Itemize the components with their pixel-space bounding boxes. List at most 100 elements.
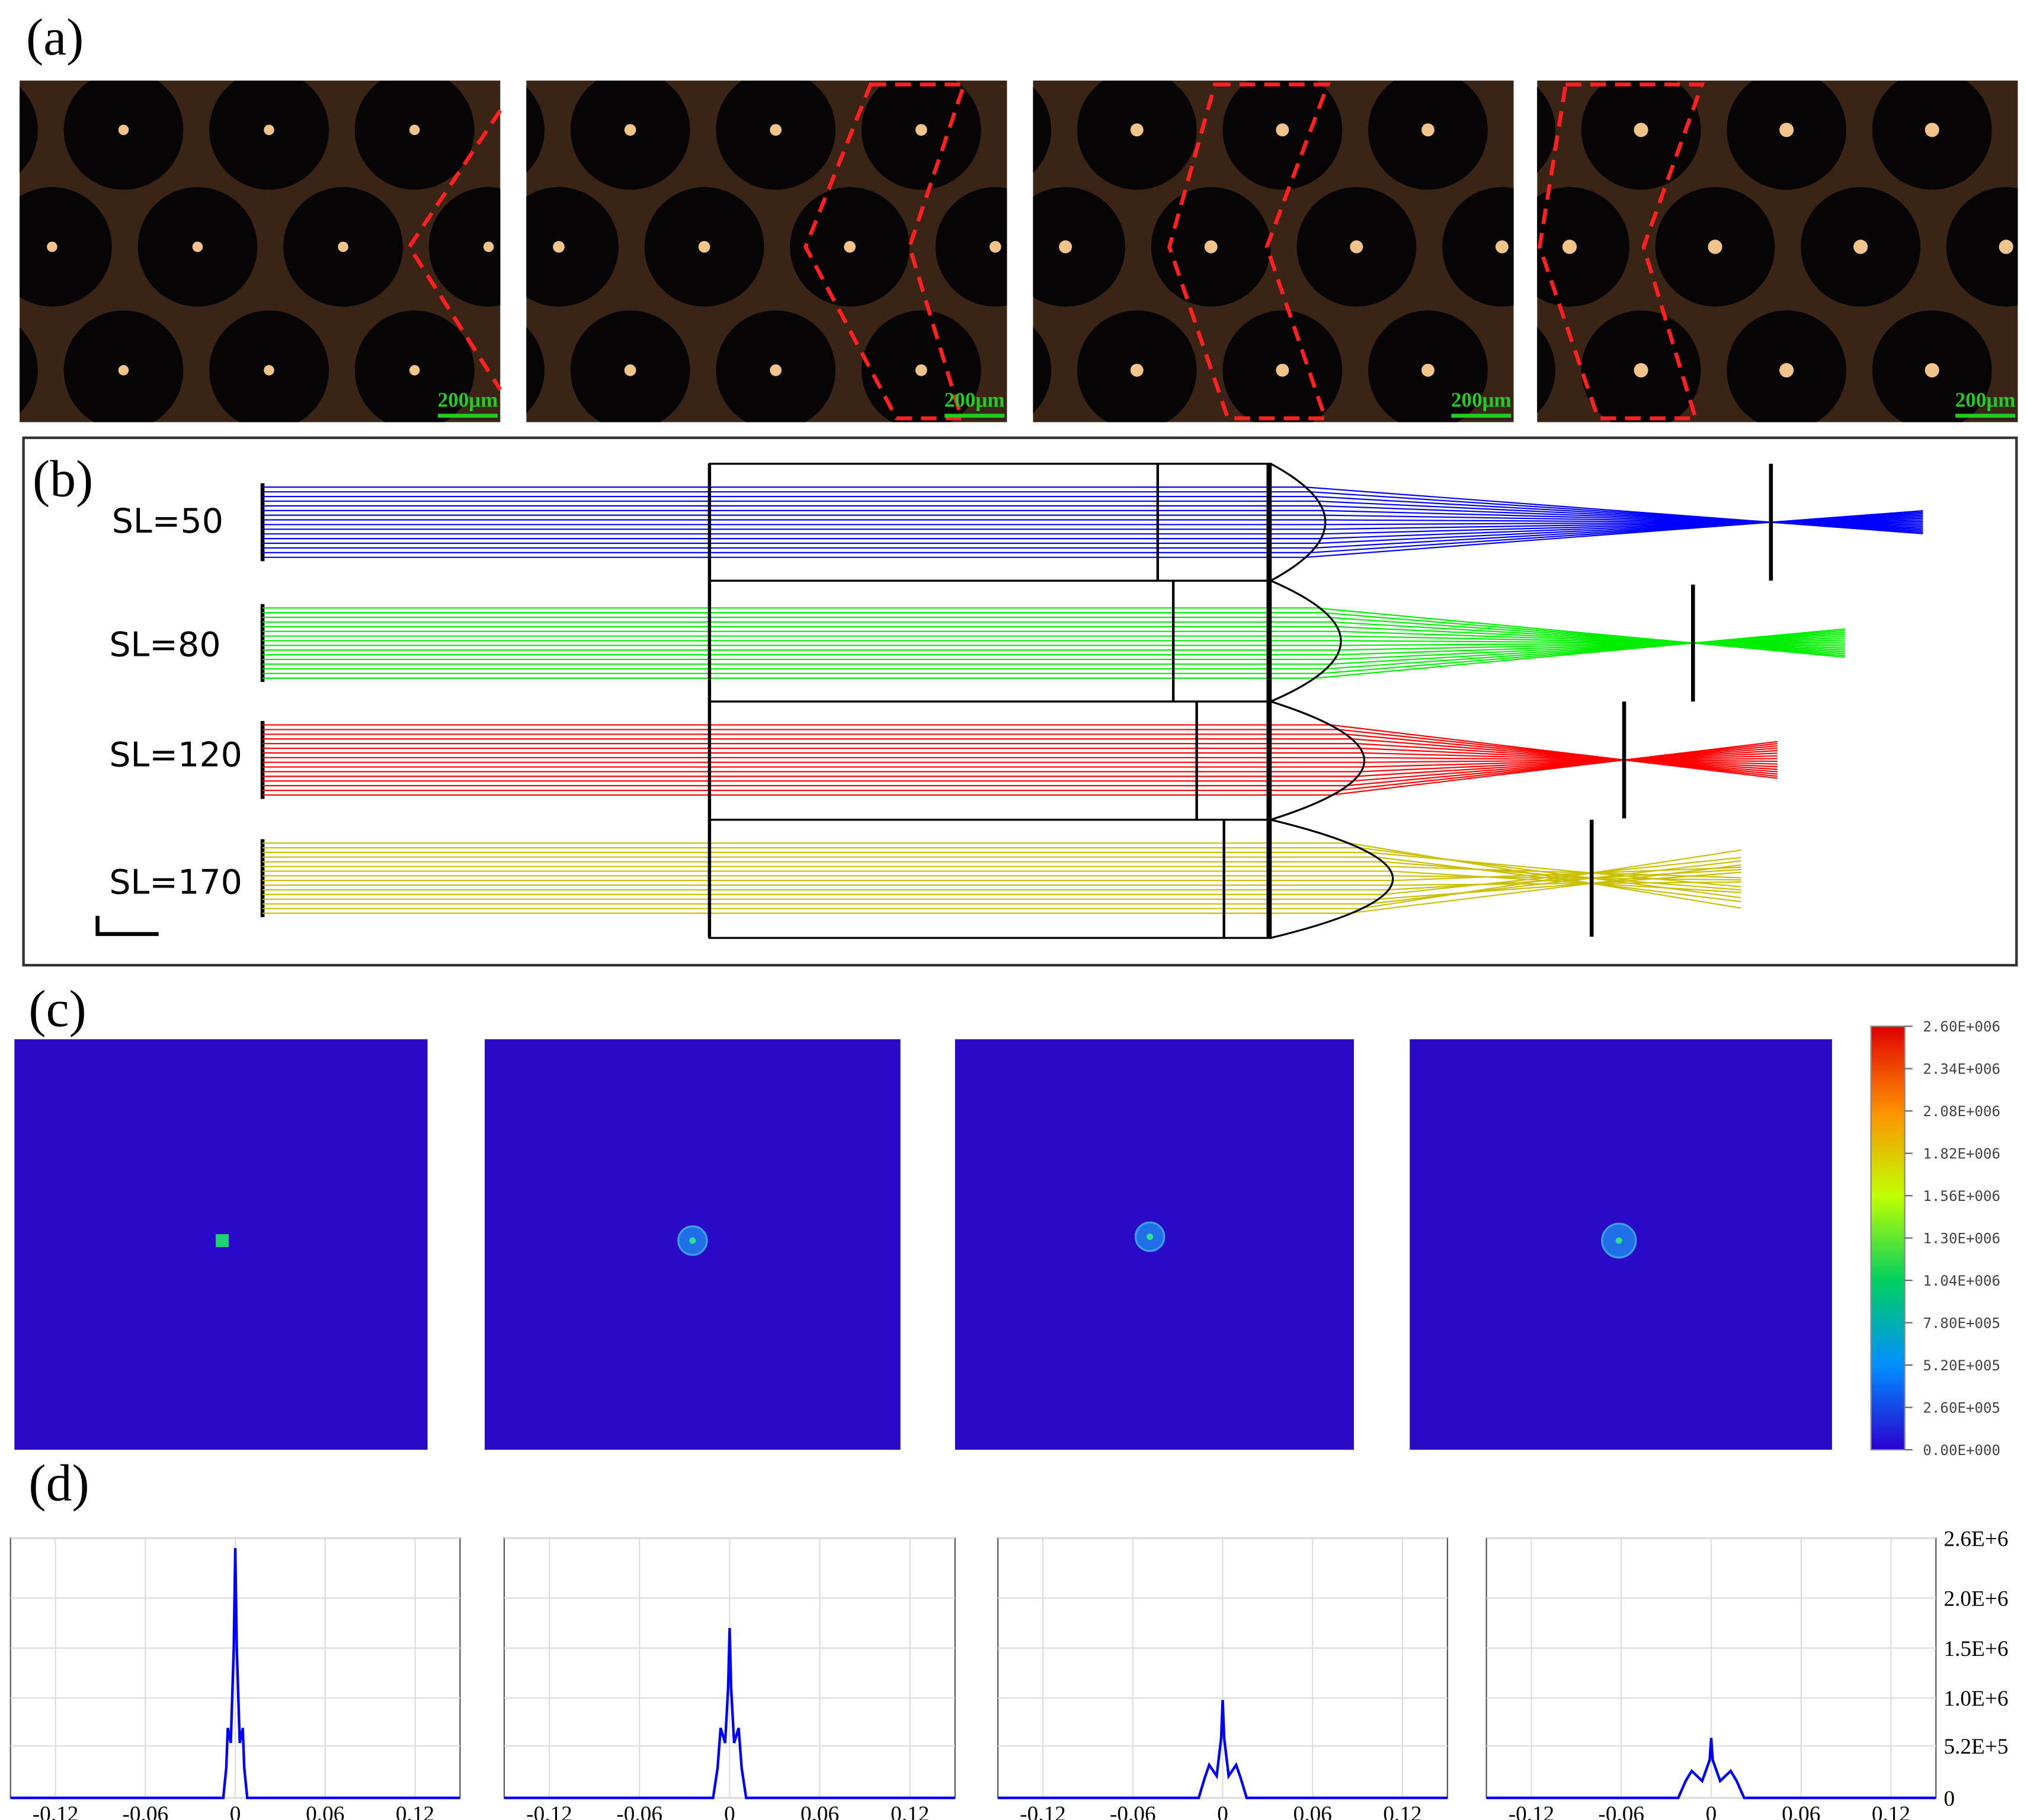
focal-spot xyxy=(698,241,710,253)
focal-spot xyxy=(1421,363,1434,377)
panel-label: (b) xyxy=(33,450,93,508)
x-tick-label: -0.06 xyxy=(123,1802,169,1820)
focal-spot xyxy=(915,364,927,376)
focal-spot xyxy=(1350,240,1363,254)
ray xyxy=(1392,866,1741,882)
ray xyxy=(1331,621,1845,653)
x-tick-label: 0.12 xyxy=(891,1802,929,1820)
axis-glyph xyxy=(95,915,159,936)
profile xyxy=(1486,1738,1936,1799)
x-tick-label: -0.06 xyxy=(1110,1802,1156,1820)
ray xyxy=(1392,875,1741,881)
focal-spot xyxy=(1708,239,1722,254)
microlens xyxy=(1442,187,1514,307)
ray xyxy=(1357,749,1778,777)
colorbar-label: 1.30E+006 xyxy=(1923,1230,2000,1247)
focal-spot xyxy=(1634,363,1648,377)
micrograph xyxy=(526,80,1007,422)
y-tick-label: 2.0E+6 xyxy=(1943,1587,2008,1611)
lens-surface xyxy=(1270,819,1394,939)
ray xyxy=(1338,729,1778,777)
focal-spot xyxy=(1779,363,1794,377)
focal-spot xyxy=(409,365,420,376)
ray xyxy=(1327,616,1845,655)
ray xyxy=(1330,741,1778,796)
microlens xyxy=(1033,86,1052,173)
x-tick-label: 0.12 xyxy=(396,1802,434,1820)
microlens xyxy=(1033,327,1052,414)
x-tick-label: 0 xyxy=(724,1802,735,1820)
focal-spot xyxy=(1924,123,1939,137)
focal-spot xyxy=(989,241,1001,253)
ray xyxy=(1391,870,1741,893)
x-tick-label: -0.12 xyxy=(1020,1802,1066,1820)
ray xyxy=(1363,752,1778,765)
ray xyxy=(1346,745,1778,787)
ray xyxy=(1340,640,1845,645)
y-tick-label: 0 xyxy=(1943,1787,1955,1811)
focal-spot xyxy=(1853,239,1868,254)
ray xyxy=(1321,630,1845,674)
ray xyxy=(1338,637,1845,656)
microlens xyxy=(428,187,501,307)
x-tick-label: 0 xyxy=(230,1802,241,1820)
micrograph xyxy=(20,80,501,422)
microlens xyxy=(20,187,112,307)
microlens xyxy=(1537,187,1629,307)
focal-spot xyxy=(624,124,636,136)
focal-spot xyxy=(1495,240,1509,254)
focal-spot xyxy=(1130,123,1144,137)
colorbar-label: 2.60E+005 xyxy=(1923,1399,2000,1416)
spot-core xyxy=(1147,1233,1154,1240)
focal-spot xyxy=(1999,239,2013,254)
lens-body xyxy=(708,463,1272,582)
microlens xyxy=(20,327,38,414)
focal-spot xyxy=(1130,363,1144,377)
focal-spot xyxy=(192,241,203,252)
focal-spot xyxy=(844,241,856,253)
y-tick-label: 1.0E+6 xyxy=(1943,1687,2008,1711)
ray xyxy=(1349,842,1741,909)
row-label: SL=170 xyxy=(109,863,242,902)
x-tick-label: -0.12 xyxy=(526,1802,572,1820)
colorbar-label: 1.56E+006 xyxy=(1923,1188,2000,1204)
x-tick-label: 0.06 xyxy=(800,1802,839,1820)
focal-spot xyxy=(553,241,565,253)
row-label: SL=120 xyxy=(109,736,242,775)
micrograph xyxy=(1033,80,1514,422)
colorbar xyxy=(1870,1026,1906,1451)
scale-bar-label: 200μm xyxy=(1451,388,1512,411)
row-label: SL=50 xyxy=(112,502,223,541)
ray xyxy=(1315,628,1845,679)
x-tick-label: 0.06 xyxy=(1782,1802,1820,1820)
ray xyxy=(1364,757,1778,762)
focal-spot xyxy=(1059,240,1072,254)
micrograph xyxy=(1537,80,2018,422)
microlens xyxy=(1946,187,2018,307)
lens-body xyxy=(708,818,1272,939)
focal-spot xyxy=(1421,123,1434,137)
ray xyxy=(1305,510,1923,558)
colorbar-label: 2.34E+006 xyxy=(1923,1061,2000,1078)
ray xyxy=(1340,639,1845,651)
lens-body xyxy=(708,700,1272,821)
focal-spot xyxy=(118,124,129,136)
lens-surface xyxy=(1270,463,1327,582)
ray xyxy=(1315,607,1845,658)
ray xyxy=(1352,738,1778,773)
lens-surface xyxy=(1270,700,1365,821)
ray xyxy=(1360,752,1778,773)
profile xyxy=(504,1627,955,1799)
microlens xyxy=(526,327,545,414)
x-tick-label: -0.06 xyxy=(1598,1802,1644,1820)
focal-spot xyxy=(1924,363,1939,377)
scale-bar-label: 200μm xyxy=(438,388,498,411)
spot xyxy=(216,1234,229,1248)
focal-spot xyxy=(264,365,274,376)
ray xyxy=(1335,635,1845,661)
focal-spot xyxy=(409,124,420,136)
ray xyxy=(1388,869,1741,891)
x-tick-label: -0.06 xyxy=(616,1802,662,1820)
